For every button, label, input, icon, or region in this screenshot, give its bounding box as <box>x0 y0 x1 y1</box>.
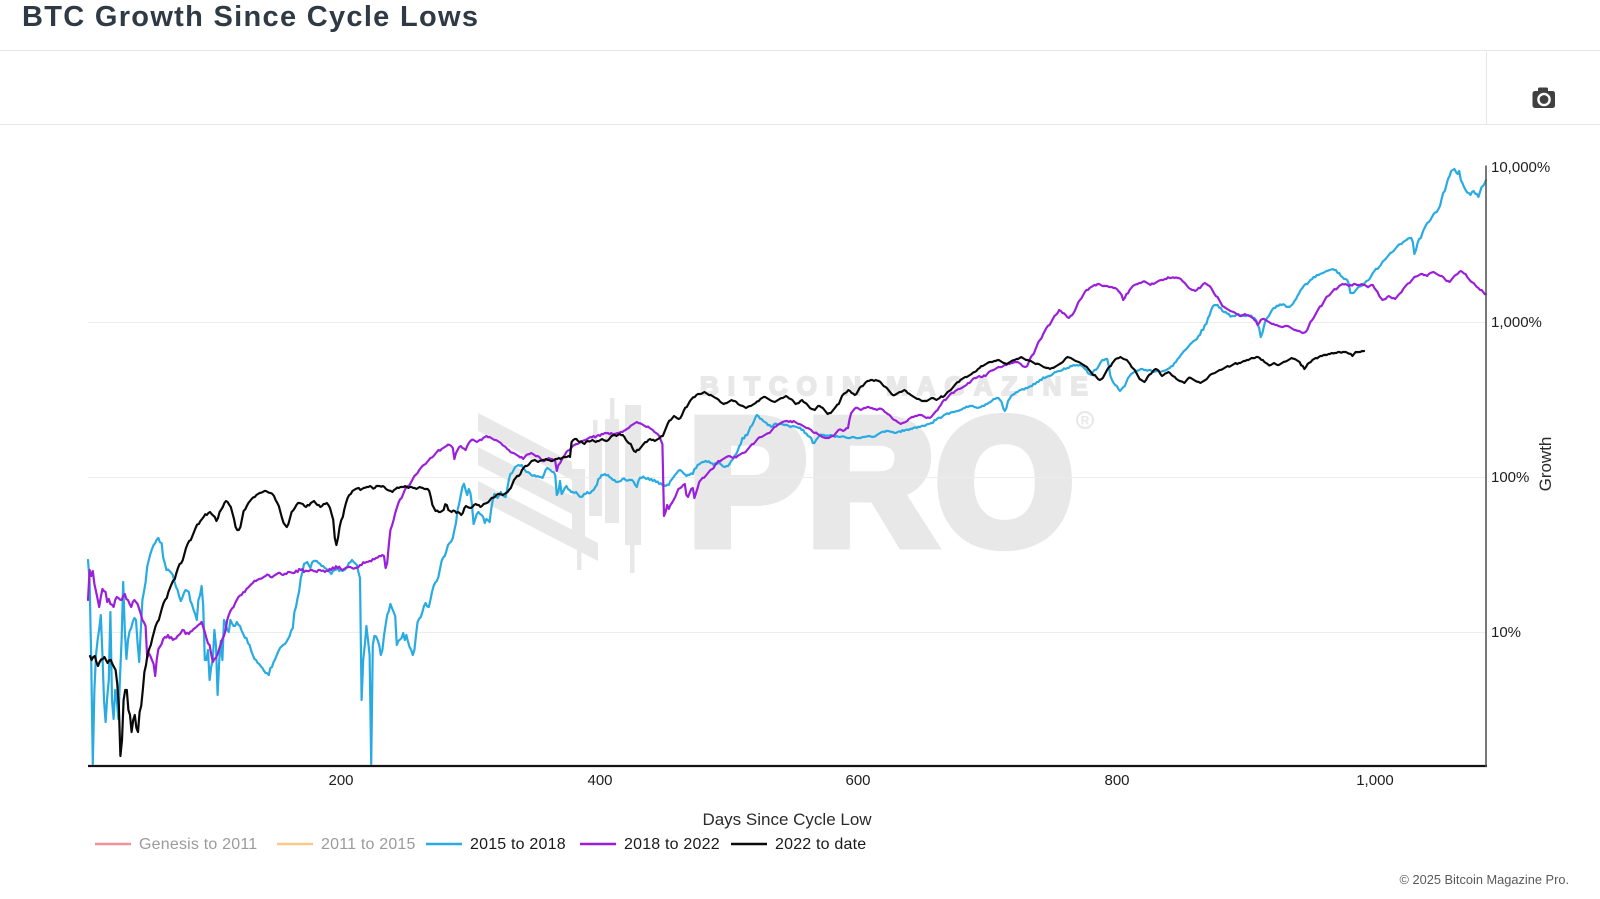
svg-text:Genesis to 2011: Genesis to 2011 <box>139 836 257 853</box>
svg-text:2018 to 2022: 2018 to 2022 <box>624 836 720 853</box>
svg-text:600: 600 <box>845 772 870 789</box>
svg-text:Growth: Growth <box>1536 437 1555 492</box>
svg-text:2022 to date: 2022 to date <box>775 836 866 853</box>
svg-text:Days Since Cycle Low: Days Since Cycle Low <box>702 810 872 829</box>
svg-text:100%: 100% <box>1491 469 1529 486</box>
svg-text:1,000%: 1,000% <box>1491 314 1542 331</box>
svg-text:400: 400 <box>587 772 612 789</box>
svg-text:PRO: PRO <box>688 382 1074 583</box>
svg-text:1,000: 1,000 <box>1356 772 1394 789</box>
svg-text:BTC Growth Since Cycle Lows: BTC Growth Since Cycle Lows <box>22 1 479 33</box>
svg-text:200: 200 <box>328 772 353 789</box>
svg-text:10,000%: 10,000% <box>1491 159 1550 176</box>
svg-text:2015 to 2018: 2015 to 2018 <box>470 836 566 853</box>
svg-text:10%: 10% <box>1491 624 1521 641</box>
svg-text:800: 800 <box>1104 772 1129 789</box>
svg-text:R: R <box>1081 414 1090 428</box>
svg-text:© 2025 Bitcoin Magazine Pro.: © 2025 Bitcoin Magazine Pro. <box>1400 872 1569 887</box>
svg-text:2011 to 2015: 2011 to 2015 <box>321 836 416 853</box>
